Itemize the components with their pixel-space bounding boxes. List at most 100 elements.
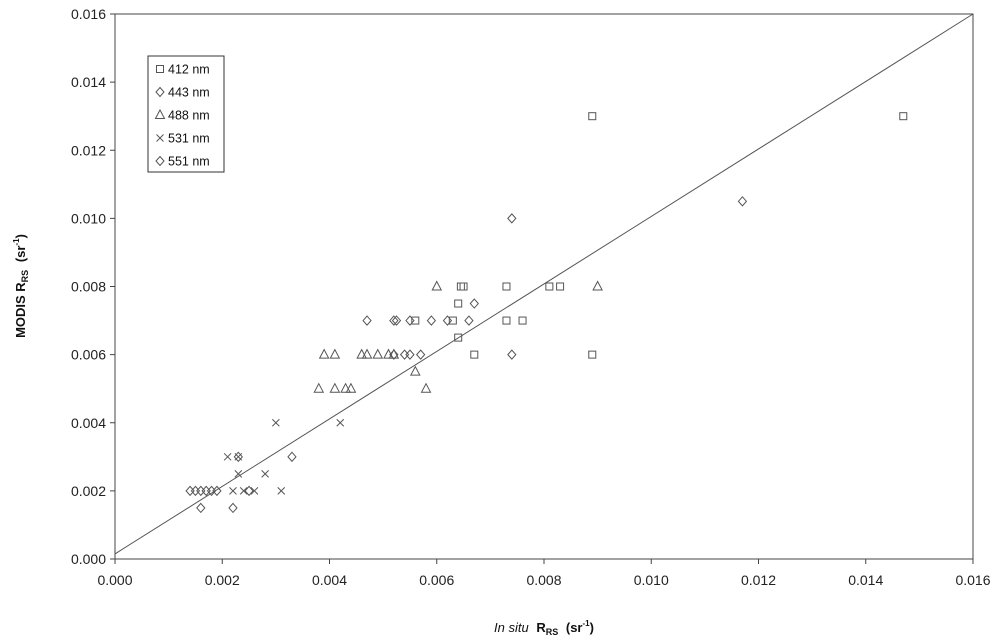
legend-marker-412-nm [156,65,164,73]
point-488-nm [388,348,400,359]
legend-marker-488-nm [154,108,166,119]
point-551-nm [415,349,426,360]
point-443-nm [391,315,402,326]
legend-marker-551-nm [155,155,165,167]
y-tick-label: 0.012 [71,142,106,158]
point-551-nm [244,485,254,497]
point-551-nm [287,451,297,463]
legend-label-531-nm: 531 nm [168,132,210,146]
point-412-nm [899,112,908,121]
x-axis-ticks: 0.000 0.002 0.004 0.006 0.008 0.010 0.012 0.014… [97,559,991,588]
point-412-nm [588,350,597,359]
regression-line [114,13,974,555]
x-tick-label: 0.014 [848,572,883,588]
point-531-nm [261,469,270,478]
point-488-nm [318,348,330,359]
y-tick-label: 0.004 [71,415,106,431]
point-551-nm [399,349,410,360]
legend-marker-531-nm [156,134,164,142]
y-tick-label: 0.014 [71,74,106,90]
point-551-nm [228,502,238,514]
plot-area [114,13,974,560]
point-443-nm [442,315,453,326]
y-tick-label: 0.006 [71,347,106,363]
point-443-nm [464,315,474,326]
legend: 412 nm 443 nm 488 nm 531 nm 551 nm [147,55,225,173]
point-551-nm [389,349,399,360]
point-412-nm [470,350,479,359]
point-531-nm [239,487,248,495]
point-488-nm [361,348,373,359]
point-531-nm [223,452,232,461]
point-551-nm [185,485,195,497]
point-551-nm [201,485,211,497]
point-551-nm [212,485,222,497]
x-tick-label: 0.002 [205,572,240,588]
point-412-nm [502,282,511,291]
point-443-nm [362,315,372,326]
point-443-nm [405,315,415,326]
point-412-nm [545,282,554,291]
legend-label-412-nm: 412 nm [168,63,210,77]
x-tick-label: 0.006 [419,572,454,588]
point-551-nm [196,502,206,514]
point-488-nm [372,348,384,359]
point-551-nm [196,485,206,497]
point-412-nm [556,282,565,291]
y-axis-title: MODIS RRS (sr-1) [12,234,31,338]
y-tick-label: 0.008 [71,279,106,295]
x-axis-title: In situ RRS (sr-1) [494,619,594,638]
point-488-nm [420,382,432,393]
point-412-nm [588,112,597,121]
point-488-nm [329,382,341,393]
point-412-nm [454,299,463,308]
legend-marker-443-nm [155,86,165,98]
point-443-nm [737,196,748,207]
point-488-nm [592,280,603,291]
data-markers [185,112,908,514]
legend-label-488-nm: 488 nm [168,109,210,123]
point-412-nm [454,333,463,342]
x-tick-label: 0.012 [741,572,776,588]
legend-label-551-nm: 551 nm [168,155,210,169]
point-488-nm [409,365,421,376]
y-tick-label: 0.002 [71,483,106,499]
point-488-nm [340,382,351,393]
point-443-nm [426,315,437,326]
point-412-nm [448,316,457,325]
point-551-nm [469,298,479,309]
point-488-nm [345,382,357,393]
point-551-nm [405,349,415,360]
point-488-nm [356,348,368,359]
legend-label-443-nm: 443 nm [168,86,210,100]
point-551-nm [233,451,244,463]
point-412-nm [411,316,420,325]
point-443-nm [507,213,517,224]
point-412-nm [459,282,468,291]
y-tick-label: 0.016 [71,6,106,22]
y-tick-label: 0.000 [71,551,106,567]
point-488-nm [313,382,325,393]
point-551-nm [190,485,201,497]
point-443-nm [389,315,399,326]
point-412-nm [518,316,527,325]
point-412-nm [456,282,465,291]
y-axis-ticks: 0.000 0.002 0.004 0.006 0.008 0.010 0.012 0.014… [71,6,115,567]
x-tick-label: 0.016 [955,572,990,588]
x-tick-label: 0.004 [312,572,347,588]
y-tick-label: 0.010 [71,210,106,226]
x-tick-label: 0.008 [526,572,561,588]
point-443-nm [507,349,517,360]
point-531-nm [272,418,280,427]
point-531-nm [229,487,237,495]
point-412-nm [502,316,511,325]
point-488-nm [329,348,341,359]
point-531-nm [336,418,345,427]
legend-box [147,55,225,173]
x-tick-label: 0.000 [97,572,132,588]
x-tick-label: 0.010 [634,572,669,588]
point-488-nm [431,280,443,291]
point-531-nm [277,487,286,495]
point-531-nm [250,487,259,495]
